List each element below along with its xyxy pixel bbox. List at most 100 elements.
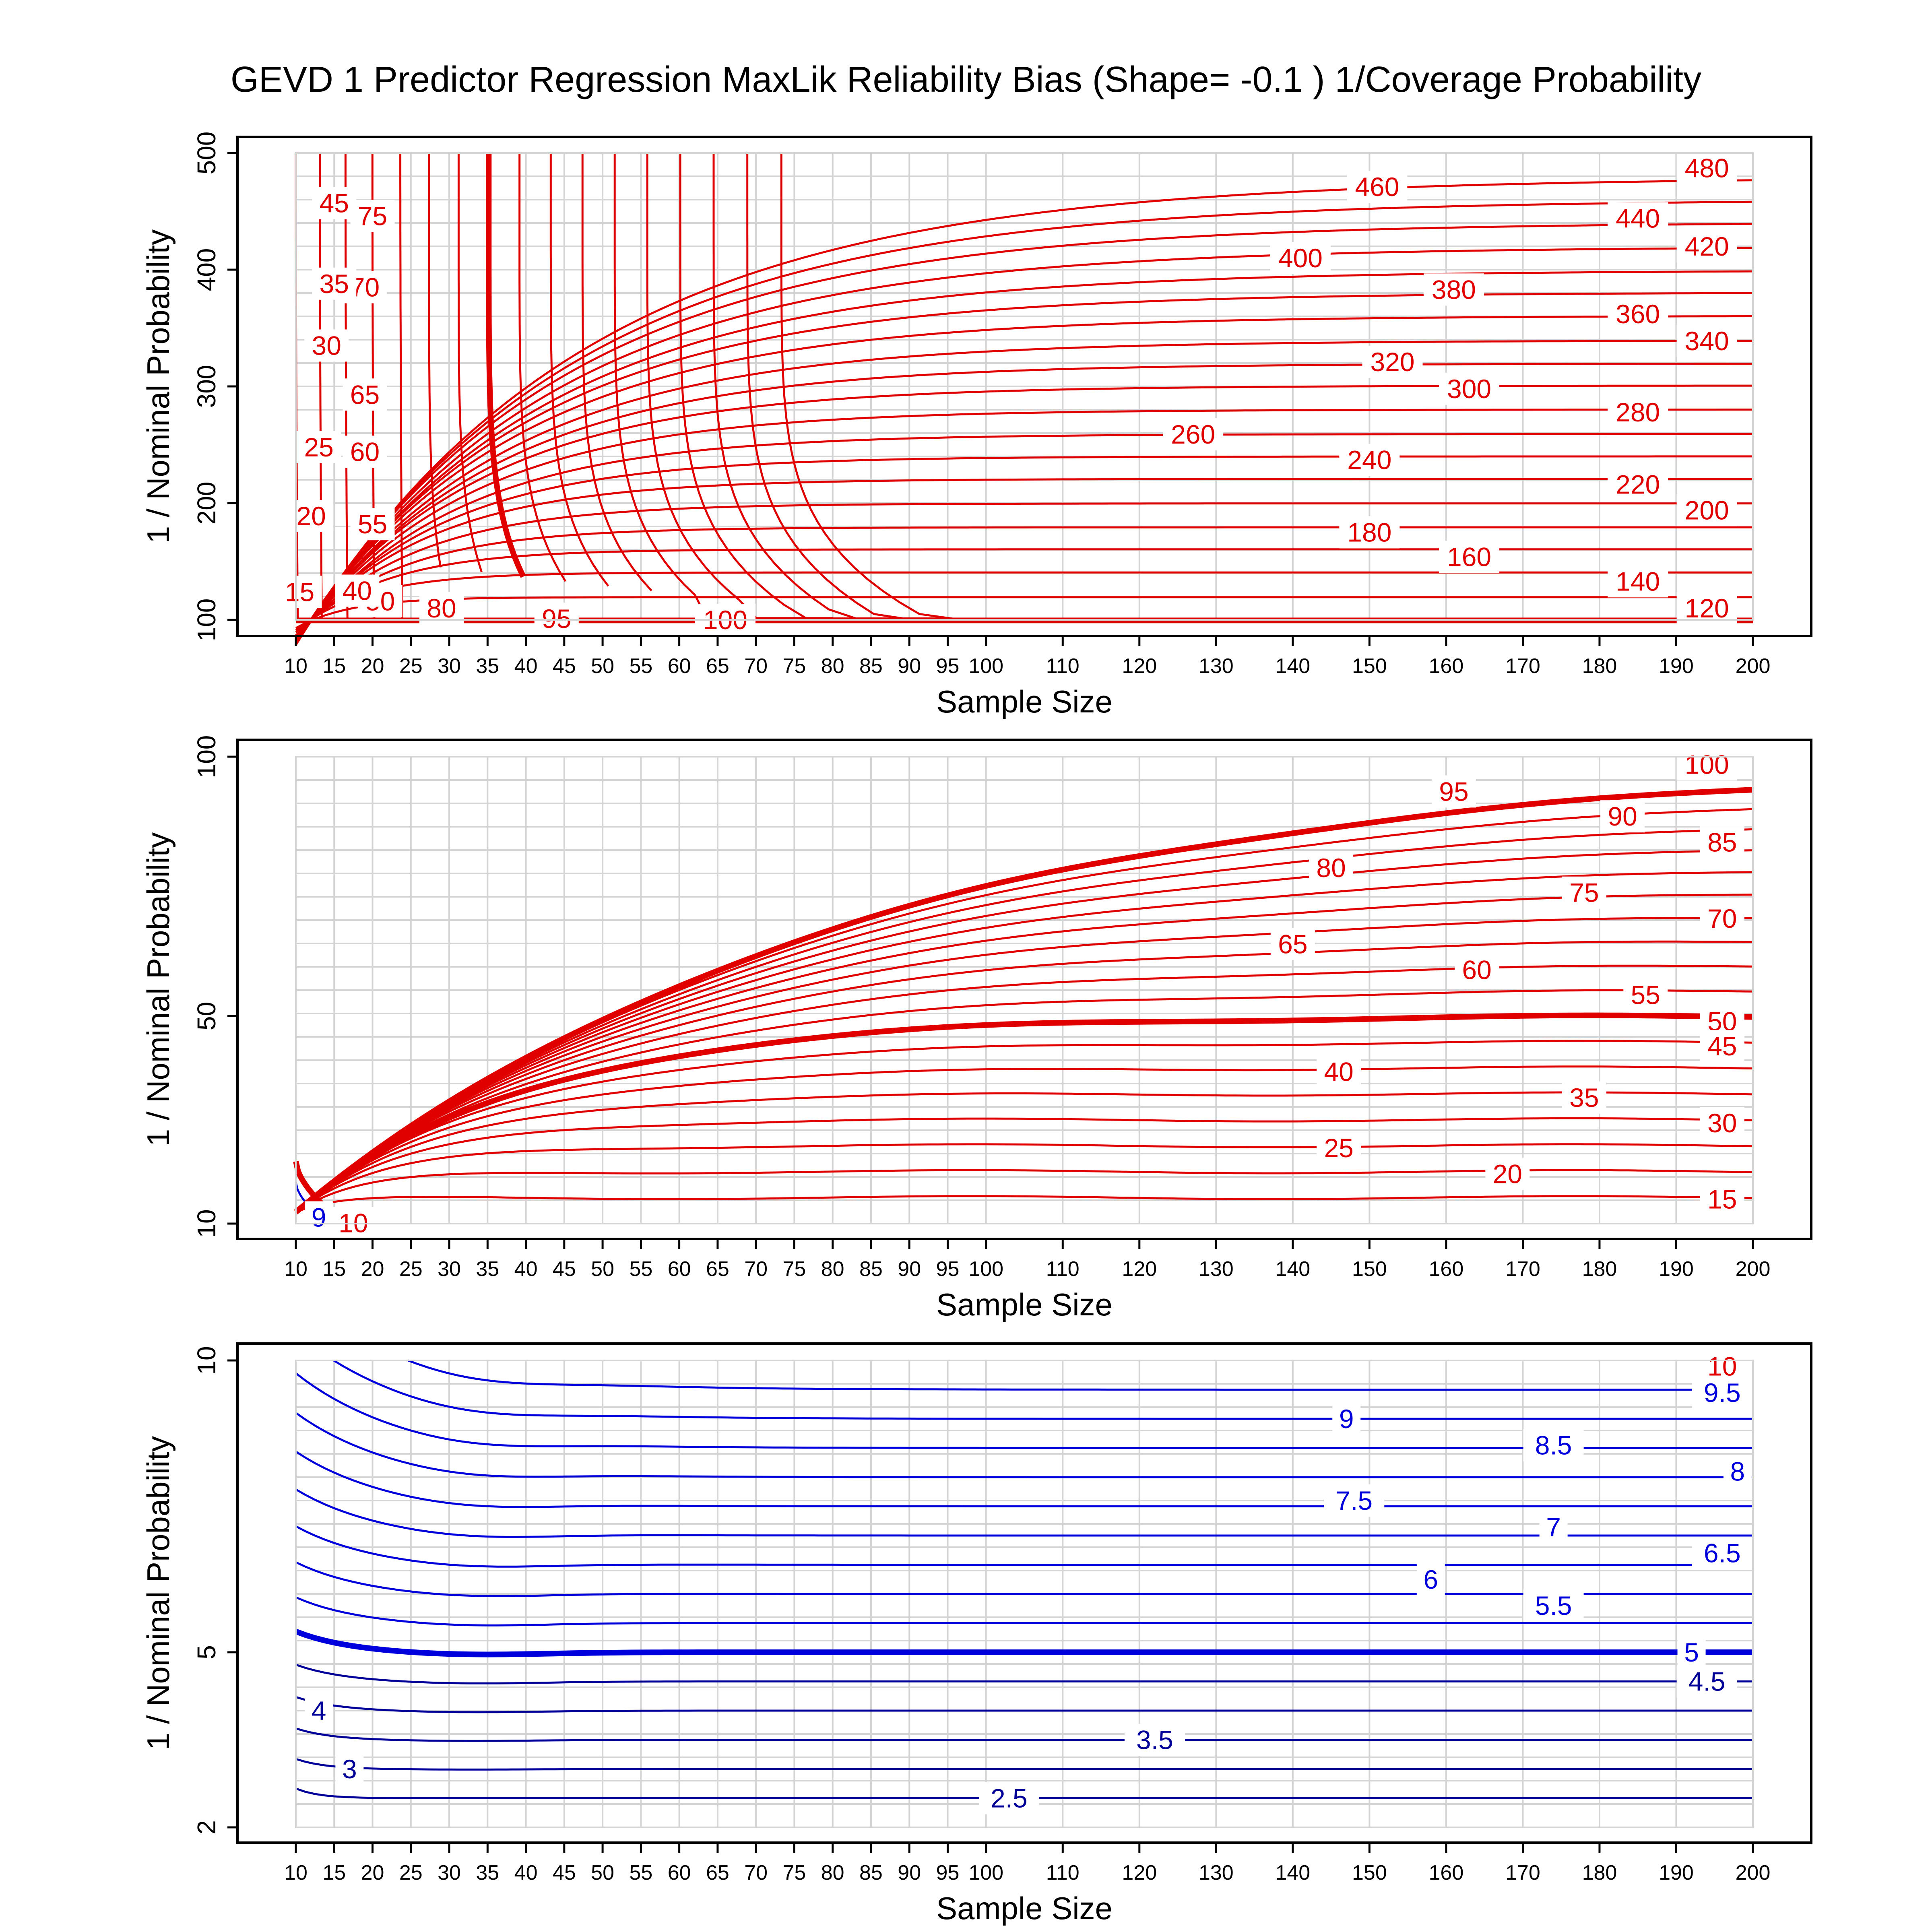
- contour-label: 9: [1339, 1404, 1354, 1434]
- x-tick-label: 60: [668, 1861, 691, 1885]
- contour-line-60: [295, 964, 1753, 1213]
- contour-label-bg: [1485, 1158, 1530, 1190]
- figure-title: GEVD 1 Predictor Regression MaxLik Relia…: [231, 60, 1701, 100]
- contour-line-30: [295, 1117, 1753, 1213]
- contour-line-7: [295, 1488, 1753, 1538]
- x-tick-label: 65: [706, 1861, 729, 1885]
- x-tick-label: 100: [968, 1861, 1003, 1885]
- contour-label-bg: [350, 508, 395, 541]
- x-tick-label: 80: [821, 1257, 844, 1281]
- contour-line-80: [295, 871, 1753, 1213]
- contour-label: 160: [1447, 542, 1491, 572]
- y-tick-label: 2: [192, 1820, 221, 1835]
- contour-label: 4: [312, 1696, 326, 1726]
- contour-label-bg: [1692, 1376, 1752, 1409]
- x-tick-label: 95: [936, 1257, 960, 1281]
- y-axis-label: 1 / Nominal Probability: [140, 832, 176, 1146]
- contour-label: 240: [1347, 445, 1391, 475]
- x-tick-label: 45: [553, 1861, 576, 1885]
- contour-line-50: [486, 153, 526, 578]
- contour-label-bg: [312, 187, 357, 219]
- contour-label-bg: [1124, 1724, 1185, 1756]
- contour-label-bg: [1676, 152, 1737, 184]
- x-tick-label: 45: [553, 654, 576, 678]
- contour-line-85: [295, 849, 1753, 1213]
- contour-line-460: [295, 200, 1753, 644]
- contour-line-340: [295, 340, 1753, 643]
- contour-line-320: [295, 363, 1753, 642]
- panel-frame: [236, 739, 1812, 1240]
- contour-label-bg: [978, 1782, 1039, 1814]
- contour-label: 480: [1685, 153, 1729, 183]
- plot-area-border: [295, 756, 1754, 1224]
- x-axis-label: Sample Size: [936, 684, 1113, 719]
- contour-line-70: [295, 917, 1753, 1213]
- x-tick-label: 40: [514, 1257, 538, 1281]
- x-tick-label: 30: [438, 1257, 461, 1281]
- x-tick-label: 15: [322, 1861, 346, 1885]
- contour-label-bg: [1676, 324, 1737, 357]
- contour-line-15: [295, 1195, 1753, 1213]
- x-tick-label: 100: [968, 1257, 1003, 1281]
- contour-label: 55: [358, 509, 387, 539]
- contour-label-bg: [1677, 1636, 1706, 1668]
- contour-label: 340: [1685, 326, 1729, 356]
- contour-label-bg: [1362, 346, 1423, 378]
- x-tick-label: 90: [898, 654, 921, 678]
- contour-label-bg: [1723, 1455, 1752, 1488]
- contour-label: 45: [1707, 1031, 1737, 1061]
- x-tick-label: 35: [476, 1257, 499, 1281]
- contour-label: 3: [342, 1754, 357, 1784]
- x-tick-label: 120: [1122, 1861, 1157, 1885]
- contour-line-45: [457, 153, 483, 572]
- contour-label-bg: [304, 329, 349, 362]
- x-tick-label: 150: [1352, 1257, 1387, 1281]
- contour-label-bg: [1455, 954, 1499, 986]
- contour-label-bg: [1317, 1131, 1361, 1164]
- x-tick-label: 20: [361, 1861, 384, 1885]
- contour-label: 90: [1608, 801, 1637, 831]
- y-tick-label: 400: [192, 248, 221, 291]
- contour-line-120: [295, 596, 1753, 629]
- x-tick-label: 10: [284, 654, 308, 678]
- contour-label-bg: [1676, 1665, 1737, 1698]
- x-tick-label: 25: [399, 1861, 423, 1885]
- contour-line-220: [295, 478, 1753, 637]
- y-axis: 2 5 10 1 / Nominal Probability: [140, 1346, 237, 1835]
- contour-label: 85: [1707, 828, 1737, 857]
- contour-line-180: [295, 526, 1753, 636]
- x-tick-label: 25: [399, 654, 423, 678]
- x-axis: 10 15 20 25 30 35 40 45 50 55 60 65 70 75 80 85 90 95 100 1…: [284, 1843, 1770, 1926]
- x-tick-label: 160: [1429, 654, 1464, 678]
- contour-label: 100: [1685, 749, 1729, 779]
- contour-line-400: [295, 270, 1753, 644]
- contour-line-35: [399, 153, 403, 620]
- contour-label-bg: [1539, 1511, 1568, 1543]
- contour-label: 360: [1616, 299, 1660, 329]
- contour-label-bg: [343, 436, 387, 468]
- contour-label: 35: [1569, 1083, 1599, 1113]
- contour-label-bg: [343, 378, 387, 411]
- contour-label-bg: [312, 267, 357, 300]
- x-tick-label: 85: [859, 654, 883, 678]
- contour-label: 80: [1316, 853, 1346, 883]
- x-tick-label: 10: [284, 1861, 308, 1885]
- contour-line-25: [295, 1143, 1753, 1213]
- x-axis-label: Sample Size: [936, 1891, 1113, 1926]
- x-tick-label: 140: [1275, 1861, 1310, 1885]
- contour-line-7-5: [295, 1451, 1753, 1508]
- contour-label: 7: [1546, 1512, 1561, 1542]
- contour-label-bg: [1700, 902, 1744, 935]
- x-tick-label: 200: [1736, 1257, 1771, 1281]
- contour-label: 2.5: [991, 1783, 1028, 1813]
- x-tick-label: 55: [629, 1257, 652, 1281]
- contour-label: 3.5: [1136, 1725, 1173, 1755]
- y-tick-label: 10: [192, 1346, 221, 1375]
- contour-line-140: [295, 571, 1753, 631]
- x-tick-label: 110: [1046, 1257, 1080, 1281]
- x-tick-label: 80: [821, 654, 844, 678]
- contour-label-bg: [1423, 273, 1484, 306]
- contour-line-9-5: [407, 1359, 1750, 1391]
- contour-line-260: [295, 433, 1753, 640]
